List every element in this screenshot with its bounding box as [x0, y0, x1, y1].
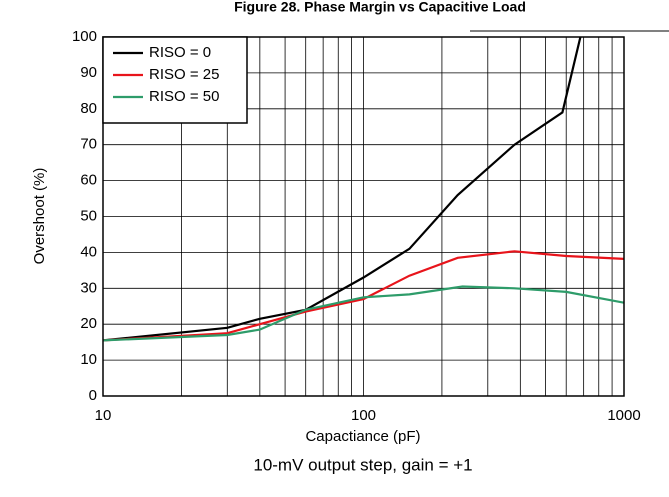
y-tick-label: 50	[80, 207, 97, 224]
series-line	[103, 250, 624, 342]
y-tick-label: 60	[80, 172, 97, 189]
y-tick-label: 100	[72, 28, 97, 45]
legend-label: RISO = 25	[149, 66, 219, 83]
plot-frame	[102, 36, 625, 397]
y-tick-label: 70	[80, 136, 97, 153]
y-axis-label: Overshoot (%)	[31, 168, 48, 265]
y-tick-label: 90	[80, 64, 97, 81]
legend-box	[102, 36, 248, 124]
y-tick-label: 40	[80, 243, 97, 260]
x-tick-label: 1000	[607, 407, 640, 424]
series-line	[103, 285, 624, 342]
caption: 10-mV output step, gain = +1	[253, 455, 472, 474]
y-tick-label: 30	[80, 279, 97, 296]
y-tick-label: 80	[80, 100, 97, 117]
y-tick-label: 0	[89, 387, 97, 404]
series-line	[103, 37, 582, 342]
x-axis-label: Capactiance (pF)	[305, 428, 420, 445]
x-tick-label: 10	[95, 407, 112, 424]
y-tick-label: 10	[80, 351, 97, 368]
legend-label: RISO = 0	[149, 44, 211, 61]
y-tick-label: 20	[80, 315, 97, 332]
legend-label: RISO = 50	[149, 88, 219, 105]
x-tick-label: 100	[351, 407, 376, 424]
chart-title: Figure 28. Phase Margin vs Capacitive Lo…	[234, 0, 526, 15]
